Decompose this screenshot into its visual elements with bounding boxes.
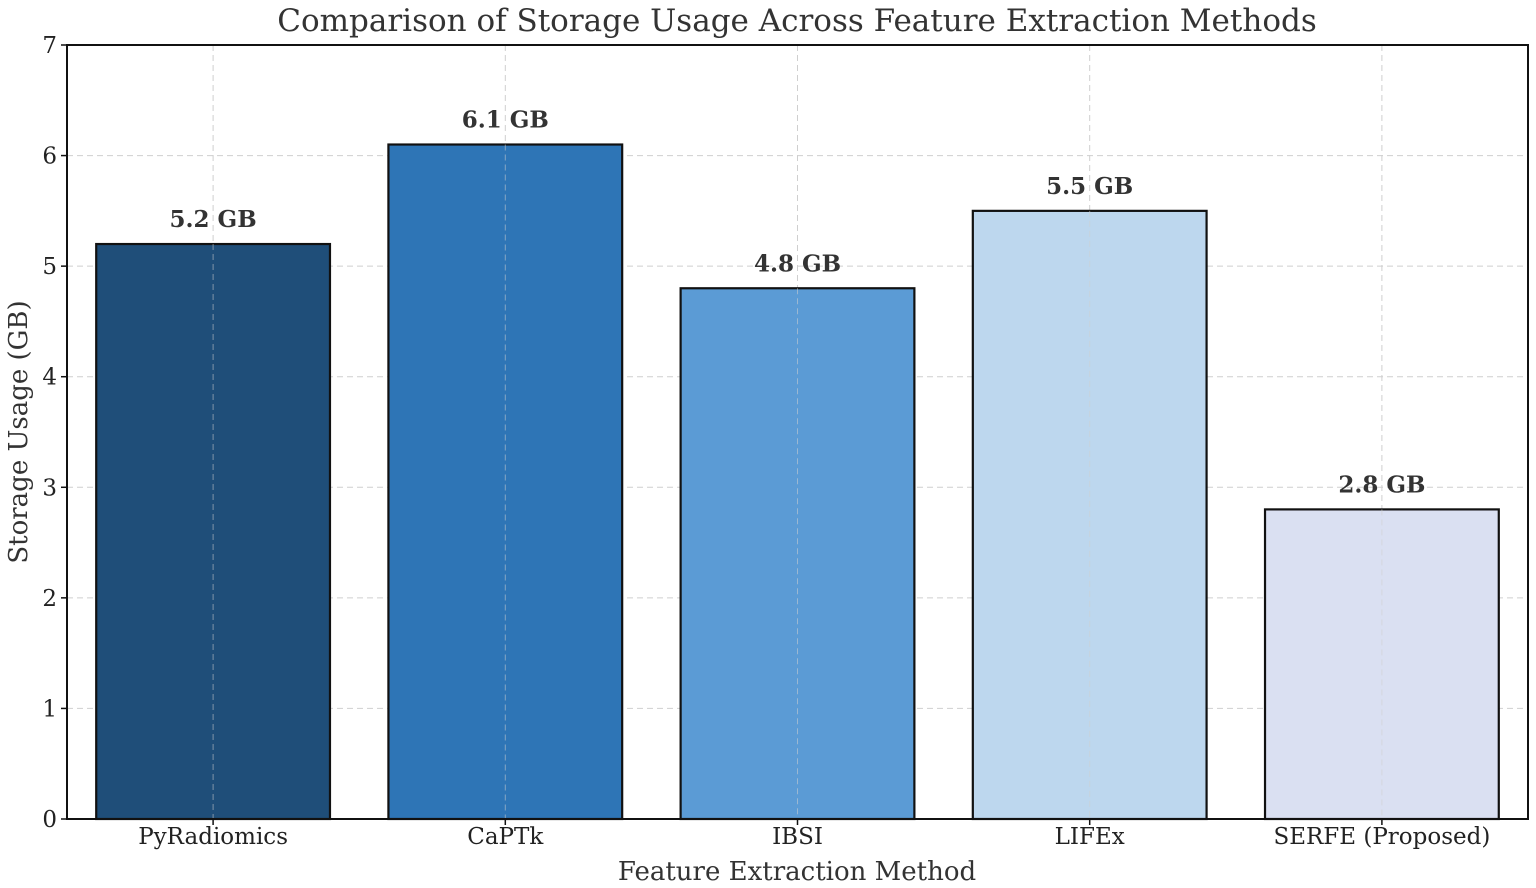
y-tick-label: 6 (42, 144, 57, 170)
x-axis-label: Feature Extraction Method (618, 857, 976, 887)
x-tick-label: SERFE (Proposed) (1273, 824, 1490, 850)
y-axis-label: Storage Usage (GB) (4, 300, 34, 563)
bar-value-label: 5.5 GB (1046, 173, 1133, 200)
x-axis: PyRadiomics CaPTk IBSI LIFEx SERFE (Proposed… (138, 819, 1490, 850)
y-tick-label: 5 (42, 254, 57, 280)
x-tick-label: PyRadiomics (138, 824, 288, 850)
bar-value-label: 5.2 GB (170, 206, 257, 233)
bars (95, 143, 1500, 821)
y-tick-label: 2 (42, 586, 57, 612)
y-axis: 0 1 2 3 4 5 6 7 (42, 33, 67, 833)
bar (95, 242, 332, 821)
chart-title: Comparison of Storage Usage Across Featu… (277, 3, 1316, 39)
bar-value-label: 6.1 GB (462, 107, 549, 134)
y-tick-label: 0 (42, 807, 57, 833)
x-tick-label: LIFEx (1055, 824, 1125, 850)
y-tick-label: 4 (42, 365, 57, 391)
x-tick-label: IBSI (772, 824, 823, 850)
y-tick-label: 3 (42, 475, 57, 501)
y-tick-label: 7 (42, 33, 57, 59)
x-tick-label: CaPTk (467, 824, 544, 850)
bar-value-labels: 5.2 GB 6.1 GB 4.8 GB 5.5 GB 2.8 GB (170, 107, 1426, 499)
bar-value-label: 2.8 GB (1338, 471, 1425, 498)
y-tick-label: 1 (42, 696, 57, 722)
bar-value-label: 4.8 GB (754, 250, 841, 277)
